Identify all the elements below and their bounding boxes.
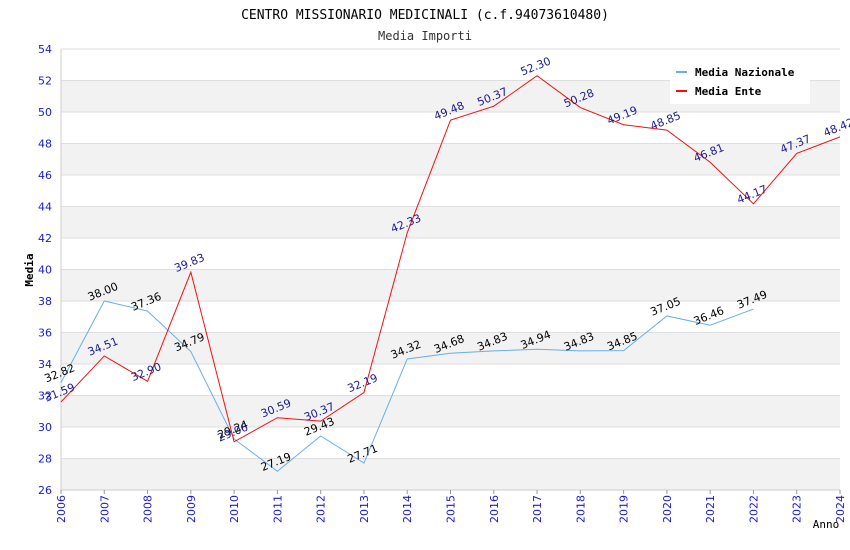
y-tick-label: 28 (38, 453, 52, 466)
x-tick-label: 2010 (228, 495, 241, 523)
grid-band (61, 395, 840, 427)
y-tick-label: 42 (38, 232, 52, 245)
x-tick-label: 2014 (401, 495, 414, 523)
x-tick-label: 2013 (358, 495, 371, 523)
grid-band (61, 175, 840, 207)
grid-band (61, 206, 840, 238)
series-line-0 (60, 300, 754, 472)
y-tick-label: 26 (38, 484, 52, 497)
x-tick-label: 2006 (55, 495, 68, 523)
y-tick-label: 54 (38, 43, 52, 56)
x-tick-label: 2012 (315, 495, 328, 523)
x-tick-label: 2024 (834, 495, 847, 523)
x-tick-label: 2019 (618, 495, 631, 523)
x-tick-label: 2017 (531, 495, 544, 523)
x-tick-label: 2008 (142, 495, 155, 523)
legend-label: Media Nazionale (695, 66, 795, 79)
y-tick-label: 50 (38, 106, 52, 119)
y-tick-label: 52 (38, 75, 52, 88)
titles: CENTRO MISSIONARIO MEDICINALI (c.f.94073… (23, 8, 839, 531)
y-tick-label: 46 (38, 169, 52, 182)
x-tick-label: 2009 (185, 495, 198, 523)
x-tick-label: 2015 (445, 495, 458, 523)
x-tick-label: 2021 (704, 495, 717, 523)
grid-band (61, 238, 840, 270)
x-tick-label: 2016 (488, 495, 501, 523)
chart-subtitle: Media Importi (378, 29, 472, 43)
legend: Media Nazionale Media Ente (670, 60, 810, 104)
y-tick-label: 32 (38, 390, 52, 403)
y-tick-label: 48 (38, 138, 52, 151)
chart-title: CENTRO MISSIONARIO MEDICINALI (c.f.94073… (241, 8, 609, 23)
series-line-1 (60, 75, 841, 443)
grid-band (61, 458, 840, 490)
y-tick-label: 34 (38, 358, 52, 371)
y-tick-label: 30 (38, 421, 52, 434)
x-tick-label: 2018 (574, 495, 587, 523)
x-tick-label: 2023 (791, 495, 804, 523)
x-tick-label: 2011 (271, 495, 284, 523)
grid-bands (61, 48, 840, 491)
y-axis-label: Media (23, 253, 36, 286)
grid-band (61, 427, 840, 459)
y-tick-label: 44 (38, 201, 52, 214)
axes: 26 28 30 32 34 36 38 40 42 44 46 48 50 52 54 2006 2007 20… (38, 43, 847, 523)
y-tick-label: 40 (38, 264, 52, 277)
y-tick-label: 36 (38, 327, 52, 340)
x-tick-label: 2022 (747, 495, 760, 523)
grid-band (61, 332, 840, 364)
x-axis-label: Anno (813, 518, 840, 531)
legend-box (670, 60, 810, 104)
grid-band (61, 364, 840, 396)
grid-band (61, 269, 840, 301)
series-lines (60, 75, 841, 472)
grid-band (61, 301, 840, 333)
x-tick-label: 2007 (98, 495, 111, 523)
grid-band (61, 143, 840, 175)
x-tick-label: 2020 (661, 495, 674, 523)
y-tick-label: 38 (38, 295, 52, 308)
legend-label: Media Ente (695, 85, 762, 98)
grid-band (61, 112, 840, 144)
